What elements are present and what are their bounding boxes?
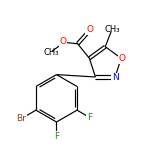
Text: O: O [119, 54, 126, 63]
Text: O: O [60, 37, 67, 46]
Text: Br: Br [17, 114, 26, 123]
Text: F: F [87, 113, 92, 122]
Text: O: O [86, 25, 93, 34]
Text: CH₃: CH₃ [44, 48, 59, 57]
Text: N: N [112, 73, 119, 82]
Text: CH₃: CH₃ [104, 25, 120, 34]
Text: F: F [54, 132, 59, 141]
